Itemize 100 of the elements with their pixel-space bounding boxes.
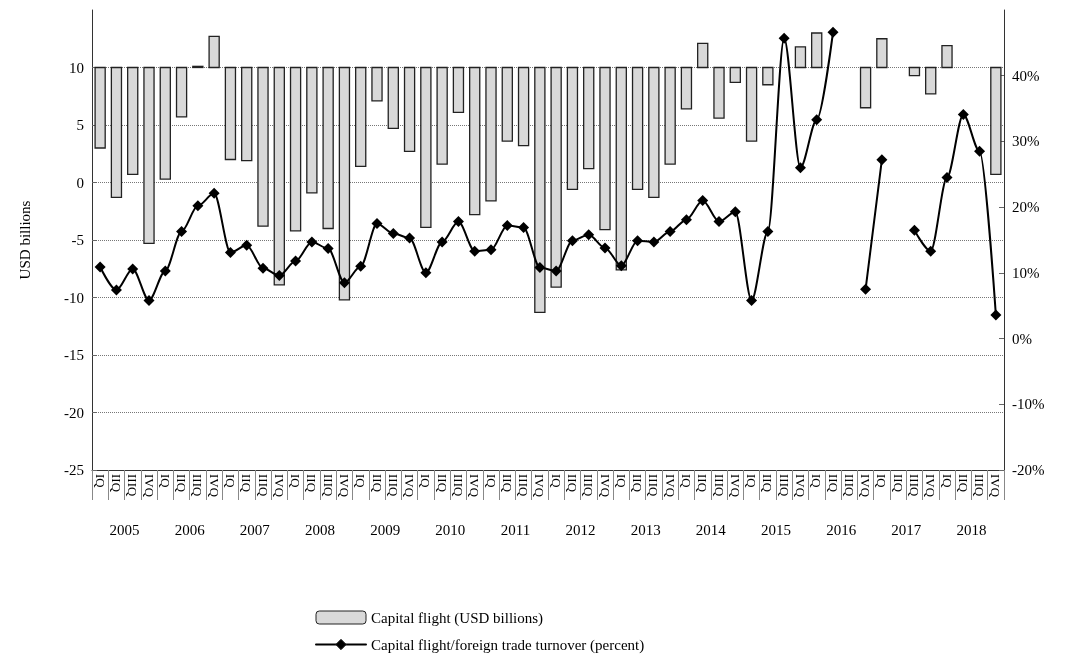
point (94, 261, 106, 273)
bar (680, 66, 693, 110)
point (925, 245, 937, 257)
x-tick-label: IIIQ (385, 474, 401, 497)
bar (925, 66, 937, 95)
point (322, 243, 334, 255)
x-tick-label: IIIQ (646, 474, 662, 497)
point (762, 225, 774, 237)
y-tick-label: 5 (76, 117, 84, 133)
x-tick-label: IIQ (239, 474, 255, 493)
bar (762, 66, 774, 86)
point (648, 236, 660, 248)
x-tick-label: IQ (418, 474, 434, 489)
point (192, 200, 204, 212)
point (159, 265, 171, 277)
x-tick-label: IQ (92, 474, 108, 489)
bar (908, 66, 921, 77)
bar (794, 46, 807, 69)
x-tick-label: IQ (678, 474, 694, 489)
x-tick-label: IIIQ (776, 474, 792, 497)
bar (355, 66, 367, 168)
text: 2005 (109, 522, 140, 538)
bar (534, 66, 546, 314)
x-tick-label: IIIQ (906, 474, 922, 497)
bar (273, 66, 285, 286)
bar (485, 66, 497, 202)
text: 2011 (500, 522, 531, 538)
y2-tick-label: -20% (1012, 462, 1045, 478)
point (794, 162, 806, 174)
x-tick-label: IIIQ (190, 474, 206, 497)
bar (859, 66, 872, 109)
bar (452, 66, 465, 113)
x-tick-label: IVQ (402, 474, 418, 498)
x-tick-label: IIQ (434, 474, 450, 493)
y2-tick-label: 20% (1012, 199, 1040, 216)
x-tick-label: IIIQ (320, 474, 336, 497)
x-tick-label: IIQ (174, 474, 190, 493)
point (208, 187, 220, 199)
point (306, 236, 318, 248)
y-tick-label: 0 (76, 174, 84, 191)
x-tick-label: IIQ (955, 474, 971, 493)
point (827, 26, 839, 38)
bar (501, 66, 513, 142)
text: 2016 (826, 522, 857, 538)
legend-label: Capital flight/foreign trade turnover (percent) (371, 636, 645, 654)
point (241, 239, 253, 251)
text: 2006 (174, 522, 206, 538)
text: 2008 (305, 522, 335, 538)
x-tick-label: IVQ (206, 474, 222, 498)
y2-tick-label: -10% (1012, 396, 1045, 413)
bar (469, 66, 481, 216)
bar (387, 66, 399, 130)
bar (599, 66, 611, 231)
x-tick-label: IIQ (369, 474, 385, 493)
x-tick-label: IIQ (499, 474, 515, 493)
y2-tick-label: 30% (1012, 133, 1040, 150)
text: 2017 (891, 522, 922, 538)
point (273, 269, 285, 281)
point (746, 294, 758, 306)
bar (306, 66, 318, 194)
bar (648, 66, 660, 199)
point (452, 216, 464, 228)
x-tick-label: IVQ (336, 474, 352, 498)
point (436, 236, 448, 248)
x-tick-label: IIIQ (711, 474, 727, 497)
x-tick-label: IVQ (727, 474, 743, 498)
bar (338, 66, 351, 301)
point (290, 255, 302, 267)
point (420, 267, 432, 279)
x-tick-label: IIQ (825, 474, 841, 493)
x-tick-label: IIQ (108, 474, 124, 493)
bar (143, 66, 155, 245)
bar (94, 66, 106, 149)
x-tick-label: IIQ (564, 474, 580, 493)
x-tick-label: IVQ (141, 474, 157, 498)
bar (566, 66, 579, 191)
x-tick-label: IVQ (467, 474, 483, 498)
bar (289, 66, 302, 232)
point (257, 262, 269, 274)
point (176, 225, 188, 237)
bar (127, 66, 139, 176)
bar (876, 38, 888, 69)
point (550, 265, 562, 277)
x-tick-label: IVQ (792, 474, 808, 498)
bar (517, 66, 530, 147)
y-tick-label: -10 (64, 289, 84, 306)
bar (811, 32, 823, 69)
x-tick-label: IVQ (271, 474, 287, 498)
x-tick-label: IIIQ (516, 474, 532, 497)
x-tick-label: IQ (157, 474, 173, 489)
bar (436, 66, 448, 165)
point (355, 260, 367, 272)
x-tick-label: IIIQ (841, 474, 857, 497)
x-tick-label: IQ (353, 474, 369, 489)
point (908, 224, 920, 236)
x-tick-label: IIQ (760, 474, 776, 493)
point (632, 235, 644, 247)
bar (224, 66, 237, 161)
text: 2014 (695, 522, 727, 538)
y-tick-label: 10 (69, 59, 84, 76)
